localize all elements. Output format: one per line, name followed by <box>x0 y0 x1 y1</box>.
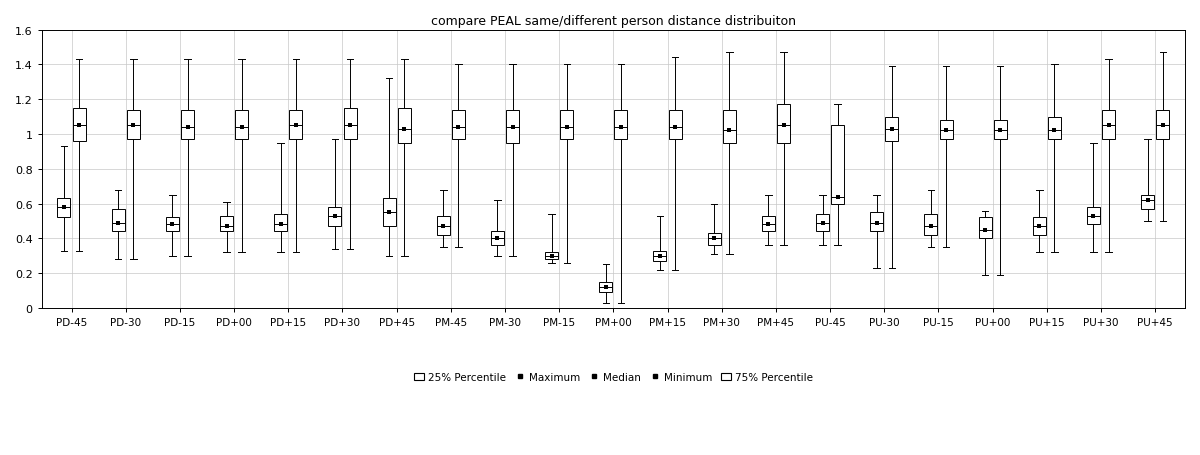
Bar <box>343 109 356 140</box>
Bar <box>940 121 953 140</box>
Title: compare PEAL same/different person distance distribuiton: compare PEAL same/different person dista… <box>431 15 796 28</box>
Bar <box>166 218 179 232</box>
Bar <box>397 109 410 143</box>
Bar <box>1033 218 1045 235</box>
Bar <box>654 251 666 262</box>
Bar <box>978 218 991 239</box>
Bar <box>112 209 125 232</box>
Bar <box>1157 111 1169 140</box>
Bar <box>614 111 628 140</box>
Bar <box>181 111 194 140</box>
Bar <box>452 111 464 140</box>
Bar <box>668 111 682 140</box>
Bar <box>437 216 450 235</box>
Bar <box>506 111 520 143</box>
Bar <box>994 121 1007 140</box>
Bar <box>289 111 302 140</box>
Bar <box>599 282 612 293</box>
Bar <box>762 216 775 232</box>
Bar <box>220 216 233 232</box>
Legend: 25% Percentile, Maximum, Median, Minimum, 75% Percentile: 25% Percentile, Maximum, Median, Minimum… <box>409 368 817 386</box>
Bar <box>491 232 504 246</box>
Bar <box>58 199 71 218</box>
Bar <box>73 109 85 142</box>
Bar <box>778 105 790 143</box>
Bar <box>870 213 883 232</box>
Bar <box>722 111 736 143</box>
Bar <box>235 111 248 140</box>
Bar <box>832 126 845 204</box>
Bar <box>1048 117 1061 140</box>
Bar <box>560 111 574 140</box>
Bar <box>329 207 341 227</box>
Bar <box>816 214 829 232</box>
Bar <box>275 214 287 232</box>
Bar <box>1087 207 1100 225</box>
Bar <box>127 111 140 140</box>
Bar <box>383 199 396 227</box>
Bar <box>708 233 721 246</box>
Bar <box>886 117 899 142</box>
Bar <box>545 253 558 260</box>
Bar <box>1141 196 1154 209</box>
Bar <box>1102 111 1115 140</box>
Bar <box>924 214 937 235</box>
